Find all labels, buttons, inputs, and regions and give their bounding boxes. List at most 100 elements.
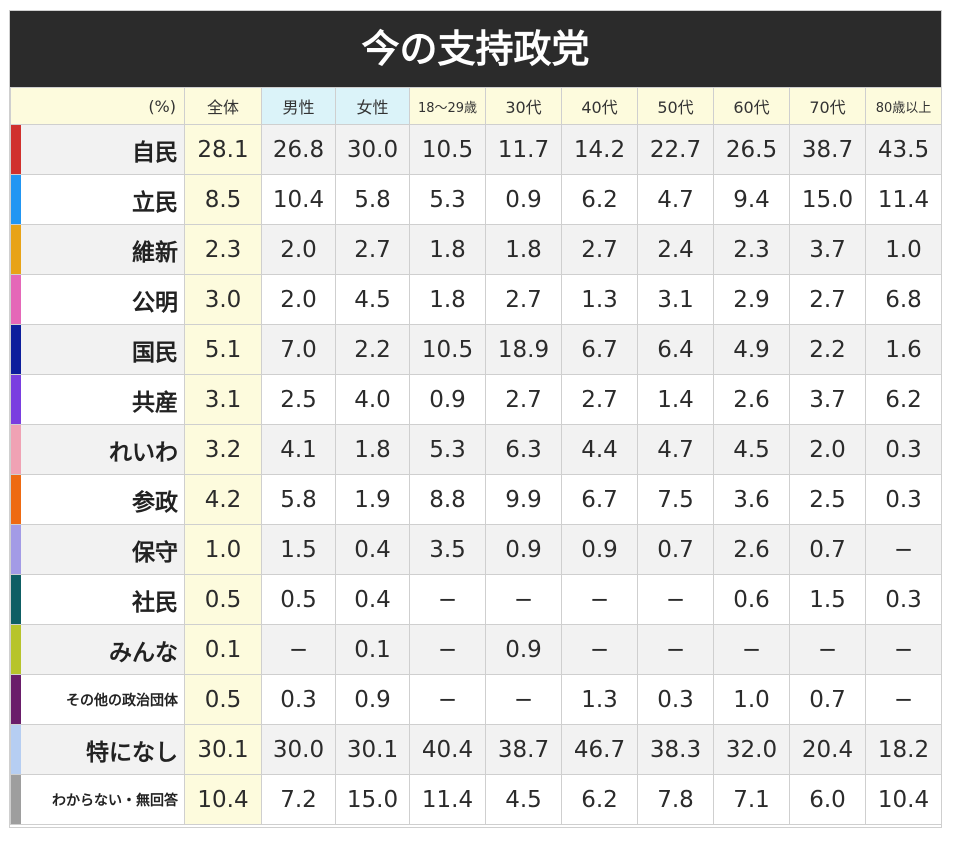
value-cell: 0.1: [335, 624, 410, 675]
table-row: みんな 0.1−0.1−0.9− − − − −: [10, 624, 941, 675]
party-name: 立民: [132, 189, 178, 216]
party-color-stripe: [11, 175, 21, 224]
value-cell: 4.5: [485, 774, 562, 825]
party-label: 保守: [10, 524, 185, 575]
value-cell: 22.7: [637, 124, 714, 175]
value-cell: 3.0: [184, 274, 262, 325]
column-header: 全体: [184, 87, 262, 125]
table-row: れいわ 3.2 4.1 1.8 5.3 6.3 4.4 4.7 4.5 2.0 0.3: [10, 424, 941, 475]
value-cell: 5.3: [409, 174, 486, 225]
value-cell: 1.0: [184, 524, 262, 575]
value-cell: 1.8: [485, 224, 562, 275]
value-cell: 7.2: [261, 774, 336, 825]
party-name: 公明: [132, 289, 178, 316]
value-cell: −: [561, 624, 638, 675]
value-cell: 1.4: [637, 374, 714, 425]
value-cell: 0.7: [637, 524, 714, 575]
value-cell: 6.2: [561, 774, 638, 825]
party-name: 保守: [132, 539, 178, 566]
party-color-stripe: [11, 775, 21, 824]
table-row: 公明 3.0 2.0 4.5 1.8 2.7 1.3 3.1 2.9 2.7 6.8: [10, 274, 941, 325]
value-cell: 28.1: [184, 124, 262, 175]
party-label: その他の政治団体: [10, 674, 185, 725]
value-cell: 4.7: [637, 424, 714, 475]
value-cell: 7.0: [261, 324, 336, 375]
value-cell: 40.4: [409, 724, 486, 775]
party-label: 参政: [10, 474, 185, 525]
table-row: 立民 8.5 10.4 5.8 5.3 0.9 6.2 4.7 9.4 15.0 11.4: [10, 174, 941, 225]
party-name: 特になし: [86, 739, 178, 766]
value-cell: 15.0: [335, 774, 410, 825]
value-cell: −: [485, 674, 562, 725]
party-label: 公明: [10, 274, 185, 325]
value-cell: 0.9: [335, 674, 410, 725]
value-cell: 15.0: [789, 174, 866, 225]
value-cell: 3.1: [184, 374, 262, 425]
party-color-stripe: [11, 475, 21, 524]
party-color-stripe: [11, 275, 21, 324]
party-label: 自民: [10, 124, 185, 175]
value-cell: 0.5: [184, 674, 262, 725]
column-header: 男性: [261, 87, 336, 125]
value-cell: 0.6: [713, 574, 790, 625]
value-cell: 0.3: [865, 424, 941, 475]
value-cell: 7.5: [637, 474, 714, 525]
value-cell: 0.9: [561, 524, 638, 575]
table-row: その他の政治団体 0.5 0.3 0.9− −1.3 0.3 1.0 0.7−: [10, 674, 941, 725]
value-cell: 30.1: [335, 724, 410, 775]
value-cell: 7.8: [637, 774, 714, 825]
value-cell: 18.9: [485, 324, 562, 375]
column-header: 40代: [561, 87, 638, 125]
value-cell: −: [409, 624, 486, 675]
value-cell: 4.9: [713, 324, 790, 375]
party-color-stripe: [11, 125, 21, 174]
value-cell: 2.6: [713, 374, 790, 425]
value-cell: 1.0: [713, 674, 790, 725]
party-color-stripe: [11, 225, 21, 274]
column-header: 70代: [789, 87, 866, 125]
value-cell: 2.7: [335, 224, 410, 275]
value-cell: −: [261, 624, 336, 675]
party-name: わからない・無回答: [52, 792, 178, 809]
value-cell: 30.0: [261, 724, 336, 775]
party-color-stripe: [11, 525, 21, 574]
party-label: 維新: [10, 224, 185, 275]
party-name: 維新: [132, 239, 178, 266]
value-cell: 20.4: [789, 724, 866, 775]
value-cell: 0.3: [865, 574, 941, 625]
value-cell: 6.7: [561, 324, 638, 375]
column-header: 18〜29歳: [409, 87, 486, 125]
value-cell: 2.7: [561, 224, 638, 275]
value-cell: 3.6: [713, 474, 790, 525]
header-row: (%) 全体 男性 女性 18〜29歳 30代 40代 50代 60代 70代 80歳以上: [10, 87, 941, 125]
party-label: みんな: [10, 624, 185, 675]
value-cell: 30.1: [184, 724, 262, 775]
party-label: 共産: [10, 374, 185, 425]
value-cell: 43.5: [865, 124, 941, 175]
value-cell: 11.4: [409, 774, 486, 825]
value-cell: 1.0: [865, 224, 941, 275]
value-cell: 5.8: [335, 174, 410, 225]
table-row: 社民 0.5 0.5 0.4− − − −0.6 1.5 0.3: [10, 574, 941, 625]
value-cell: 6.3: [485, 424, 562, 475]
value-cell: −: [637, 624, 714, 675]
value-cell: 1.6: [865, 324, 941, 375]
value-cell: 1.3: [561, 674, 638, 725]
value-cell: 11.7: [485, 124, 562, 175]
value-cell: 0.5: [261, 574, 336, 625]
value-cell: 0.9: [409, 374, 486, 425]
value-cell: 3.7: [789, 224, 866, 275]
value-cell: 38.3: [637, 724, 714, 775]
value-cell: −: [485, 574, 562, 625]
value-cell: 2.7: [485, 274, 562, 325]
table-row: 維新 2.3 2.0 2.7 1.8 1.8 2.7 2.4 2.3 3.7 1.0: [10, 224, 941, 275]
value-cell: 2.3: [713, 224, 790, 275]
value-cell: 2.4: [637, 224, 714, 275]
value-cell: 0.4: [335, 524, 410, 575]
value-cell: 46.7: [561, 724, 638, 775]
value-cell: 38.7: [485, 724, 562, 775]
value-cell: 0.9: [485, 174, 562, 225]
party-color-stripe: [11, 725, 21, 774]
table-row: 保守 1.0 1.5 0.4 3.5 0.9 0.9 0.7 2.6 0.7−: [10, 524, 941, 575]
value-cell: 8.5: [184, 174, 262, 225]
